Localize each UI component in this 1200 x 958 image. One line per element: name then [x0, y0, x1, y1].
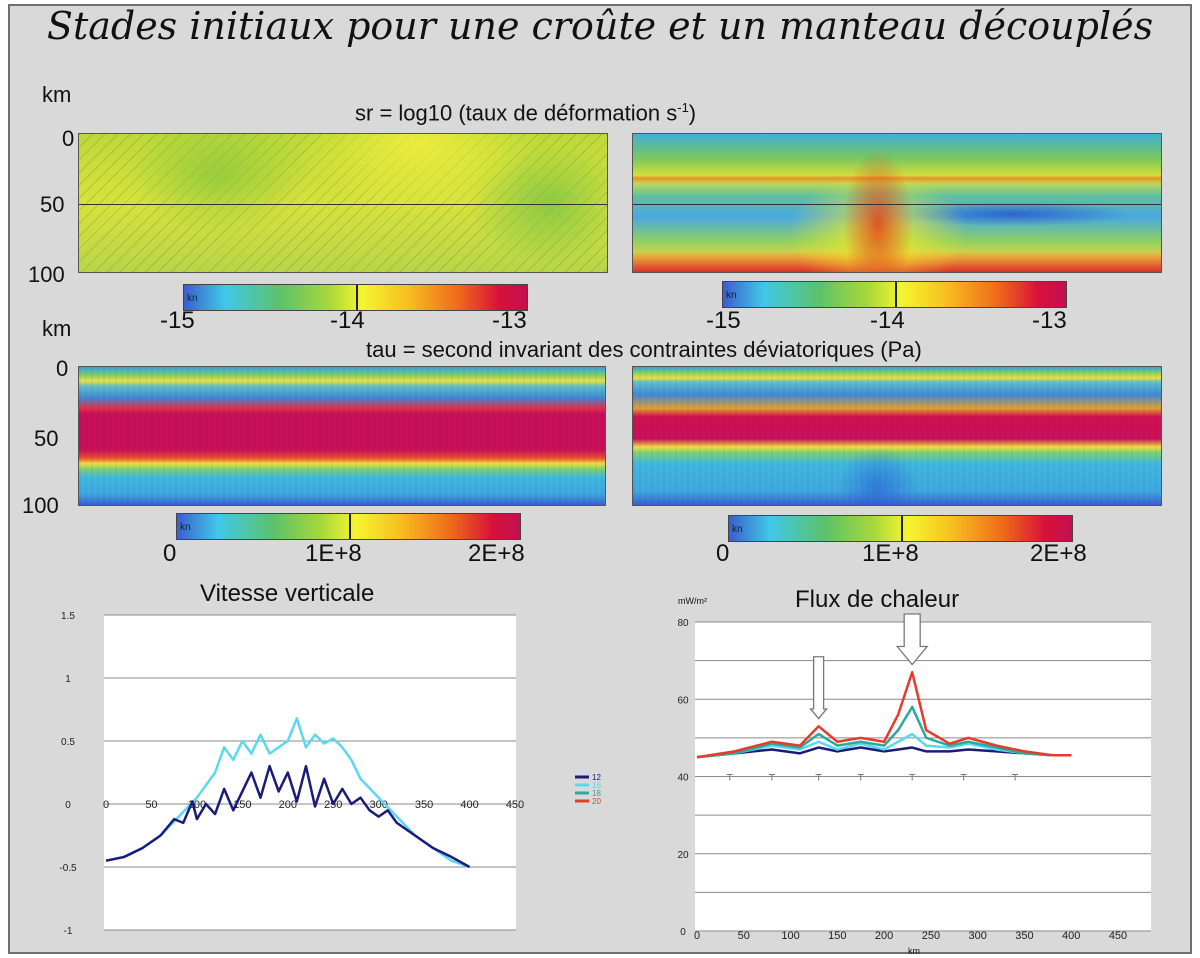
sr-y-tick-50: 50 — [40, 192, 65, 217]
chart2-y-tick: 20 — [677, 850, 689, 861]
chart1-title: Vitesse verticale — [200, 580, 375, 607]
chart2-x-tick: 350 — [1015, 930, 1033, 942]
sr-cb-left-tick-max: -13 — [492, 307, 527, 334]
sr-y-tick-100: 100 — [28, 262, 65, 287]
tau-y-tick-50: 50 — [34, 426, 59, 451]
chart2-x-tick: 150 — [828, 930, 846, 942]
chart2-x-tick: 250 — [922, 930, 940, 942]
tau-colorbar-right-mid — [900, 516, 903, 541]
tau-cb-left-tick-max: 2E+8 — [468, 540, 525, 567]
tau-cb-left-tick-mid: 1E+8 — [305, 540, 362, 567]
tau-cb-right-tick-max: 2E+8 — [1030, 540, 1087, 567]
chart2-series-18 — [696, 705, 1072, 759]
chart2-x-tick: 100 — [781, 930, 799, 942]
sr-colorbar-left-mid — [355, 285, 358, 310]
sr-caption-end: ) — [688, 100, 697, 126]
chart1-y-tick: 1 — [65, 674, 71, 685]
sr-caption: sr = log10 (taux de déformation s-1) — [355, 100, 696, 126]
sr-right-midline — [633, 204, 1161, 205]
chart1-y-tick: -1 — [64, 926, 73, 937]
sr-colorbar-left-chip: kn — [187, 293, 198, 304]
sr-cb-right-tick-max: -13 — [1032, 307, 1067, 334]
sr-left-midline — [79, 204, 607, 205]
sr-cb-left-tick-mid: -14 — [330, 307, 365, 334]
tau-y-tick-0: 0 — [56, 356, 69, 381]
sr-field-right — [632, 133, 1162, 273]
tau-cb-right-tick-min: 0 — [716, 540, 730, 567]
chart1-legend-label-16: 16 — [592, 781, 601, 790]
chart2-arrow-marker — [895, 613, 929, 666]
tau-y-tick-100: 100 — [22, 493, 59, 518]
sr-y-unit: km — [42, 82, 72, 107]
chart1-y-tick: -0.5 — [59, 863, 77, 874]
chart1-x-tick: 0 — [103, 799, 109, 811]
tau-caption: tau = second invariant des contraintes d… — [366, 337, 922, 362]
chart2-x-tick: 450 — [1109, 930, 1127, 942]
chart1-y-tick: 1.5 — [61, 611, 75, 622]
sr-field-left — [78, 133, 608, 273]
chart2-y-tick: 40 — [677, 773, 689, 784]
chart2-x-tick: 400 — [1062, 930, 1080, 942]
chart2-series-16 — [696, 732, 1072, 759]
tau-y-unit: km — [42, 316, 72, 341]
chart1-plot-area — [104, 615, 516, 930]
tau-colorbar-right: kn — [728, 515, 1073, 542]
chart2-y-unit: mW/m² — [678, 596, 707, 606]
chart1-x-tick: 450 — [506, 799, 524, 811]
tau-cb-left-tick-min: 0 — [163, 540, 177, 567]
sr-caption-sup: -1 — [677, 100, 689, 115]
chart2-series-12 — [696, 746, 1072, 759]
chart1-y-tick: 0.5 — [61, 737, 75, 748]
chart1-x-tick: 200 — [279, 799, 297, 811]
chart1-x-tick: 400 — [460, 799, 478, 811]
chart2-series-20 — [696, 670, 1072, 759]
chart1-legend-label-20: 20 — [592, 797, 601, 806]
chart1-legend-label-18: 18 — [592, 789, 601, 798]
chart2-y-tick: 0 — [680, 927, 686, 938]
sr-colorbar-right-mid — [894, 282, 897, 307]
chart1-x-tick: 50 — [145, 799, 157, 811]
tau-cb-right-tick-mid: 1E+8 — [862, 540, 919, 567]
sr-cb-left-tick-min: -15 — [160, 307, 195, 334]
sr-cb-right-tick-min: -15 — [706, 307, 741, 334]
sr-y-tick-0: 0 — [62, 126, 75, 151]
tau-colorbar-left: kn — [176, 513, 521, 540]
chart1-legend-label-12: 12 — [592, 773, 601, 782]
chart2-x-tick: 0 — [694, 930, 700, 942]
sr-colorbar-right: kn — [722, 281, 1067, 308]
tau-field-right — [632, 366, 1162, 506]
chart1-y-tick: 0 — [65, 800, 71, 811]
chart2-x-unit: km — [908, 946, 920, 956]
chart2-title: Flux de chaleur — [795, 586, 960, 613]
sr-colorbar-right-chip: kn — [726, 290, 737, 301]
chart2-x-tick: 200 — [875, 930, 893, 942]
chart1-x-tick: 350 — [415, 799, 433, 811]
chart1-series-12 — [105, 764, 471, 869]
tau-colorbar-left-mid — [348, 514, 351, 539]
tau-field-left — [78, 366, 606, 506]
chart2-x-tick: 50 — [738, 930, 750, 942]
tau-colorbar-left-chip: kn — [180, 522, 191, 533]
figure-title: Stades initiaux pour une croûte et un ma… — [46, 4, 1154, 48]
chart2-y-tick: 60 — [677, 695, 689, 706]
chart2-y-tick: 80 — [677, 618, 689, 629]
sr-cb-right-tick-mid: -14 — [870, 307, 905, 334]
chart2-x-tick: 300 — [968, 930, 986, 942]
chart2-arrow-marker — [809, 656, 829, 720]
sr-caption-main: sr = log10 (taux de déformation s — [355, 100, 678, 126]
tau-colorbar-right-chip: kn — [732, 524, 743, 535]
sr-colorbar-left: kn — [183, 284, 528, 311]
